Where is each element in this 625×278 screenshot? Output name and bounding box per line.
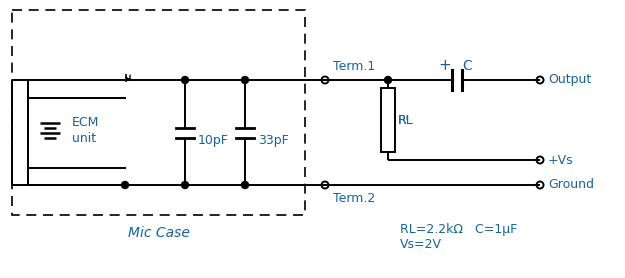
- Circle shape: [241, 182, 249, 188]
- Text: Mic Case: Mic Case: [127, 226, 189, 240]
- Text: C: C: [462, 59, 472, 73]
- Text: unit: unit: [72, 131, 96, 145]
- Circle shape: [181, 182, 189, 188]
- Text: ECM: ECM: [72, 115, 99, 128]
- Circle shape: [384, 76, 391, 83]
- Text: 10pF: 10pF: [198, 134, 229, 147]
- Circle shape: [181, 76, 189, 83]
- Text: +: +: [439, 58, 451, 73]
- Text: Rⁱ: Rⁱ: [398, 113, 409, 126]
- Text: RL=2.2kΩ   C=1μF: RL=2.2kΩ C=1μF: [400, 224, 518, 237]
- Text: Term.1: Term.1: [333, 59, 375, 73]
- Bar: [381, 88, 395, 152]
- Text: Ground: Ground: [548, 178, 594, 192]
- Text: Term.2: Term.2: [333, 192, 375, 205]
- Text: +Vs: +Vs: [548, 153, 574, 167]
- Circle shape: [241, 76, 249, 83]
- Circle shape: [121, 182, 129, 188]
- Text: 33pF: 33pF: [258, 134, 289, 147]
- Text: RL: RL: [398, 113, 414, 126]
- Text: Vs=2V: Vs=2V: [400, 239, 442, 252]
- Text: Output: Output: [548, 73, 591, 86]
